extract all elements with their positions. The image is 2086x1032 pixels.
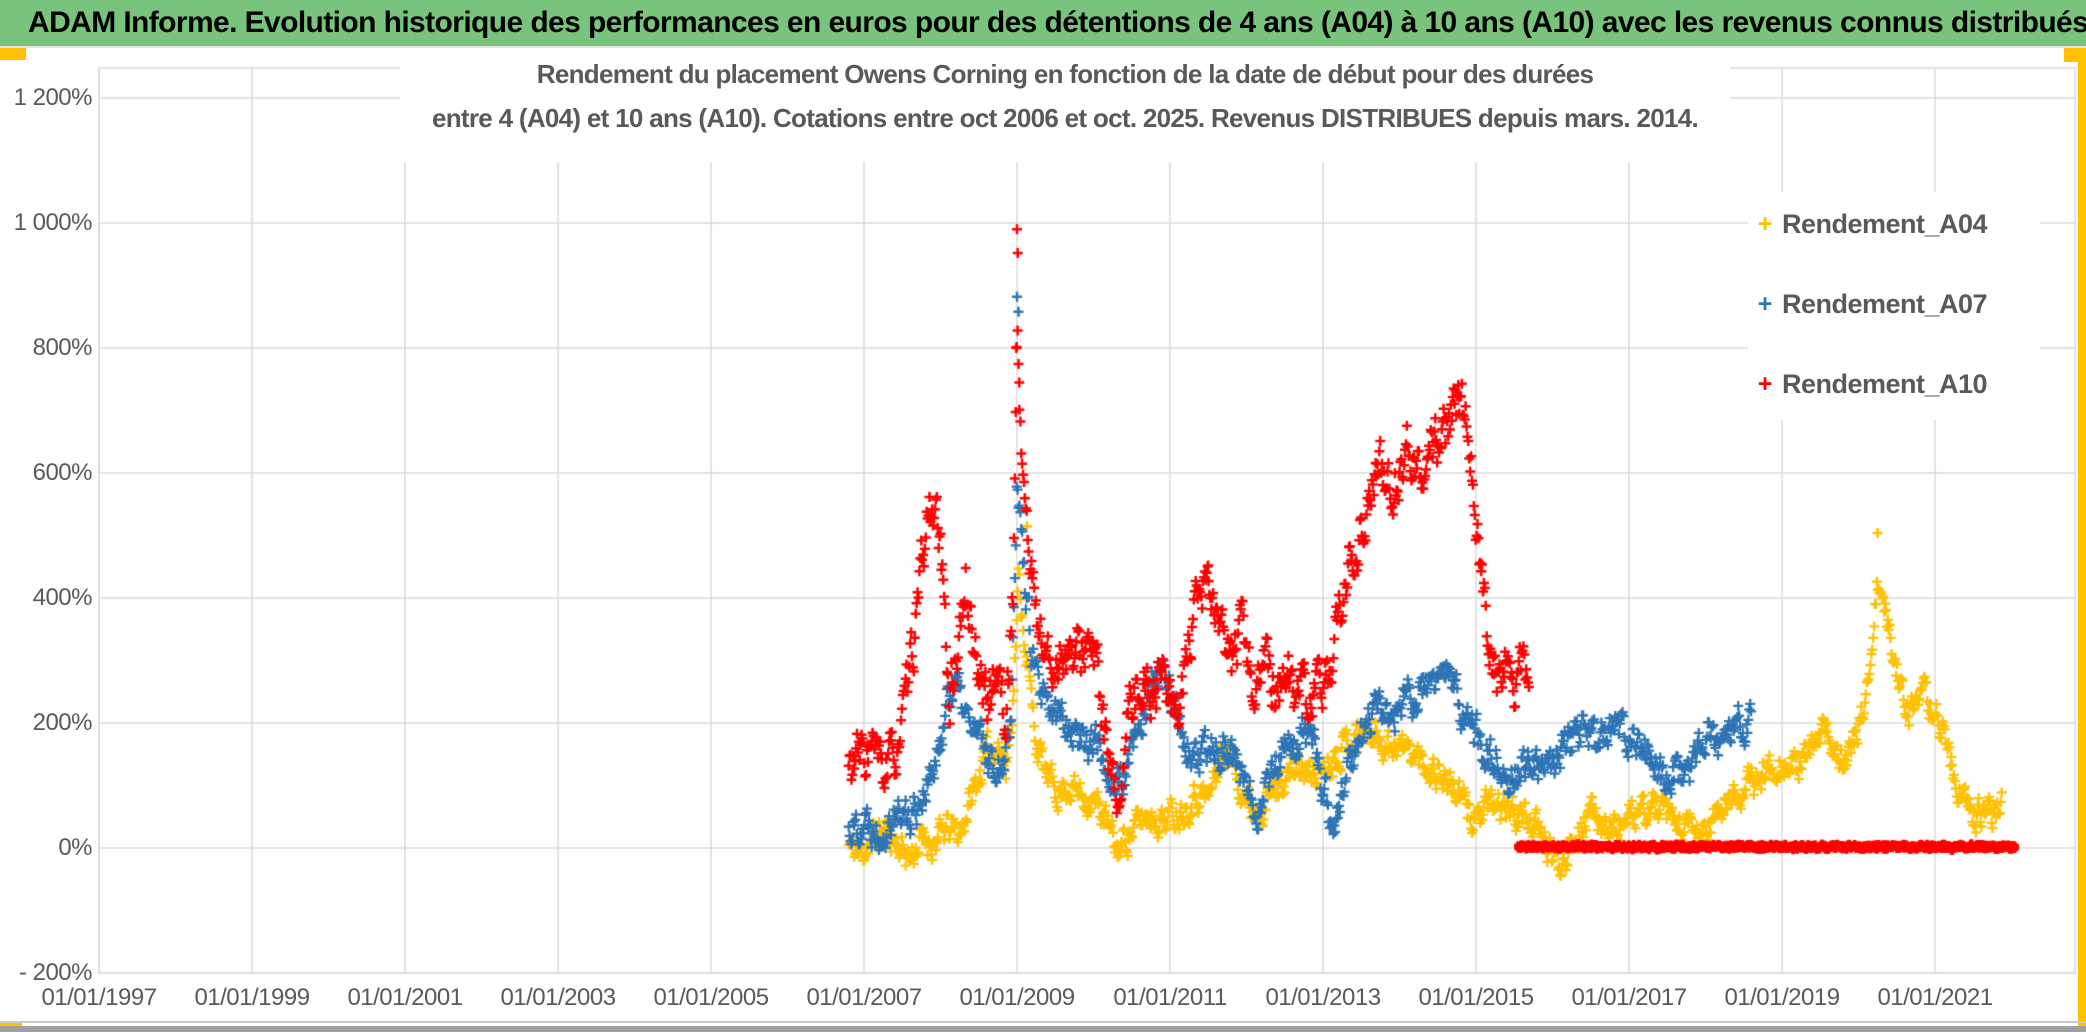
legend-marker-a04-icon: +: [1757, 210, 1773, 238]
selection-handle-top-left[interactable]: [0, 48, 26, 60]
x-axis-tick-label: 01/01/2013: [1265, 984, 1381, 1011]
legend-entry-a07[interactable]: + Rendement_A07: [1748, 284, 2040, 324]
y-axis-tick-label: - 200%: [18, 959, 93, 986]
y-axis-tick-label: 1 200%: [13, 84, 93, 111]
legend-label-a04: Rendement_A04: [1782, 208, 1988, 239]
legend-marker-a10-icon: +: [1757, 370, 1773, 398]
x-axis-tick-label: 01/01/2017: [1571, 984, 1687, 1011]
legend-entry-a10[interactable]: + Rendement_A10: [1748, 364, 2040, 404]
y-axis-tick-label: 800%: [32, 334, 93, 361]
legend-label-a07: Rendement_A07: [1782, 288, 1988, 319]
chart-title-line1: Rendement du placement Owens Corning en …: [536, 59, 1594, 89]
x-axis-tick-label: 01/01/2001: [347, 984, 463, 1011]
chart-title: Rendement du placement Owens Corning en …: [400, 52, 1730, 162]
bottom-scroll-strip[interactable]: [0, 1026, 2086, 1032]
x-axis-tick-label: 01/01/2009: [959, 984, 1075, 1011]
x-axis-tick-label: 01/01/2019: [1724, 984, 1840, 1011]
legend: + Rendement_A04 + Rendement_A07 + Rendem…: [1748, 192, 2040, 420]
legend-label-a10: Rendement_A10: [1782, 368, 1988, 399]
green-header-bar: ADAM Informe. Evolution historique des p…: [0, 0, 2086, 48]
x-axis-tick-label: 01/01/1997: [41, 984, 157, 1011]
legend-marker-a07-icon: +: [1757, 290, 1773, 318]
y-axis-tick-label: 600%: [32, 459, 93, 486]
x-axis-tick-label: 01/01/2011: [1113, 984, 1227, 1011]
x-axis-tick-label: 01/01/2015: [1418, 984, 1534, 1011]
x-axis-tick-label: 01/01/2005: [653, 984, 769, 1011]
chart-title-line2: entre 4 (A04) et 10 ans (A10). Cotations…: [431, 103, 1699, 133]
x-axis-tick-label: 01/01/2003: [500, 984, 616, 1011]
y-axis-tick-label: 200%: [32, 709, 93, 736]
x-axis-tick-label: 01/01/2007: [806, 984, 922, 1011]
y-axis-tick-label: 0%: [58, 834, 92, 861]
selection-border-right[interactable]: [2078, 48, 2086, 1032]
header-title: ADAM Informe. Evolution historique des p…: [28, 6, 2086, 39]
legend-entry-a04[interactable]: + Rendement_A04: [1748, 204, 2040, 244]
x-axis-tick-label: 01/01/2021: [1877, 984, 1993, 1011]
y-axis-tick-label: 400%: [32, 584, 93, 611]
x-axis-tick-label: 01/01/1999: [194, 984, 310, 1011]
y-axis-tick-label: 1 000%: [13, 209, 93, 236]
bottom-divider: [0, 1021, 2086, 1023]
